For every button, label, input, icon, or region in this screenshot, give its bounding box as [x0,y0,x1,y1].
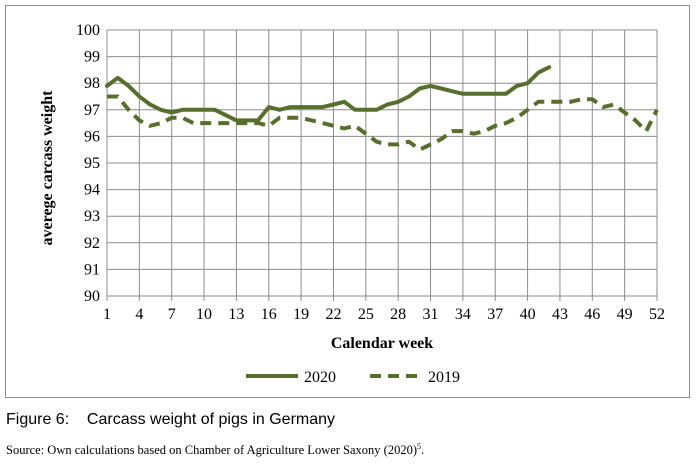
series-line-2020 [105,65,552,123]
y-tick-label: 91 [84,261,100,278]
x-tick-label: 1 [103,306,111,323]
x-tick-label: 52 [649,306,665,323]
y-tick-label: 97 [84,102,100,119]
legend-label-2020: 2020 [304,369,336,386]
series-lines [105,65,659,152]
y-tick-label: 98 [84,75,100,92]
y-tick-label: 99 [84,49,100,66]
figure-title: Carcass weight of pigs in Germany [86,411,336,428]
source-suffix: . [421,443,425,458]
y-axis-title: averege carcass weight [39,90,56,246]
x-tick-label: 37 [487,306,503,323]
figure-caption: Figure 6: Carcass weight of pigs in Germ… [6,411,335,429]
figure-label: Figure 6: [6,411,70,428]
source-note: Source: Own calculations based on Chambe… [6,442,424,458]
y-tick-label: 90 [84,288,100,305]
legend: 2020 2019 [246,369,460,386]
x-tick-label: 22 [325,306,341,323]
y-tick-label: 95 [84,155,100,172]
series-line-2019 [107,94,659,152]
chart-frame: 90 91 92 93 94 95 96 97 98 99 100 1 4 7 10 13 16 19 22 25 28… [5,5,690,398]
legend-label-2019: 2019 [428,369,460,386]
x-tick-label: 34 [455,306,471,323]
y-tick-label: 100 [76,22,100,39]
x-tick-label: 13 [228,306,244,323]
y-tick-label: 96 [84,128,100,145]
x-axis-title: Calendar week [331,335,433,352]
x-tick-label: 31 [423,306,439,323]
x-tick-label: 16 [261,306,277,323]
x-tick-label: 49 [617,306,633,323]
y-tick-label: 92 [84,235,100,252]
x-tick-label: 43 [552,306,568,323]
y-tick-label: 94 [84,182,100,199]
x-tick-label: 10 [196,306,212,323]
x-tick-label: 25 [358,306,374,323]
x-tick-label: 7 [168,306,176,323]
x-tick-label: 40 [520,306,536,323]
y-tick-label: 93 [84,208,100,225]
source-text: Source: Own calculations based on Chambe… [6,443,418,458]
tick-labels: 90 91 92 93 94 95 96 97 98 99 100 1 4 7 10 13 16 19 22 25 28… [76,22,665,323]
x-tick-label: 46 [584,306,600,323]
source-footnote: 5 [417,442,422,451]
x-tick-label: 19 [293,306,309,323]
x-tick-label: 28 [390,306,406,323]
x-tick-label: 4 [135,306,143,323]
line-chart: 90 91 92 93 94 95 96 97 98 99 100 1 4 7 10 13 16 19 22 25 28… [39,22,665,386]
grid [106,29,658,301]
